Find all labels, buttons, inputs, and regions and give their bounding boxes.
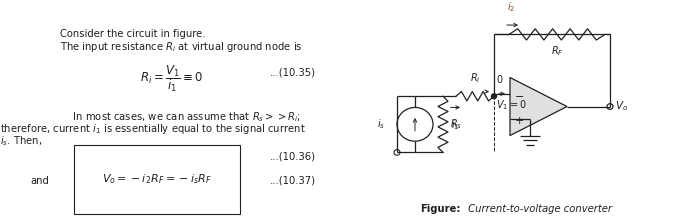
Text: $V_o$: $V_o$ <box>615 100 628 113</box>
Text: therefore, current $i_1$ is essentially equal to the signal current: therefore, current $i_1$ is essentially … <box>0 123 306 136</box>
Text: ...(10.35): ...(10.35) <box>270 68 316 78</box>
Text: $V_1 = 0$: $V_1 = 0$ <box>496 99 527 112</box>
Text: 0: 0 <box>496 75 502 85</box>
Text: Figure:: Figure: <box>420 204 460 214</box>
Circle shape <box>492 94 497 99</box>
Text: Current-to-voltage converter: Current-to-voltage converter <box>465 204 612 214</box>
Text: $R_F$: $R_F$ <box>550 44 563 58</box>
Text: $-$: $-$ <box>514 90 524 100</box>
Text: $R_i$: $R_i$ <box>470 71 480 85</box>
Text: $V_o = -i_2R_F = -i_sR_F$: $V_o = -i_2R_F = -i_sR_F$ <box>102 173 212 186</box>
Text: $i_2 = i_1 = i_s$: $i_2 = i_1 = i_s$ <box>155 152 208 165</box>
Text: $i_2$: $i_2$ <box>507 0 515 14</box>
Text: $i_s$. Then,: $i_s$. Then, <box>0 135 42 148</box>
Text: In most cases, we can assume that $R_s >> R_i$;: In most cases, we can assume that $R_s >… <box>60 110 301 124</box>
Text: ...(10.37): ...(10.37) <box>270 176 316 186</box>
Text: Consider the circuit in figure.: Consider the circuit in figure. <box>60 29 206 39</box>
Polygon shape <box>510 77 567 136</box>
Text: $i_s$: $i_s$ <box>377 118 385 131</box>
Text: and: and <box>30 176 49 186</box>
Text: $R_i = \dfrac{V_1}{i_1} \equiv 0$: $R_i = \dfrac{V_1}{i_1} \equiv 0$ <box>140 63 204 94</box>
Text: $+$: $+$ <box>514 115 524 126</box>
Text: The input resistance $R_i$ at virtual ground node is: The input resistance $R_i$ at virtual gr… <box>60 40 303 54</box>
Text: $i_1$: $i_1$ <box>451 118 460 132</box>
Text: ...(10.36): ...(10.36) <box>270 151 316 161</box>
Text: $R_s$: $R_s$ <box>450 118 462 131</box>
